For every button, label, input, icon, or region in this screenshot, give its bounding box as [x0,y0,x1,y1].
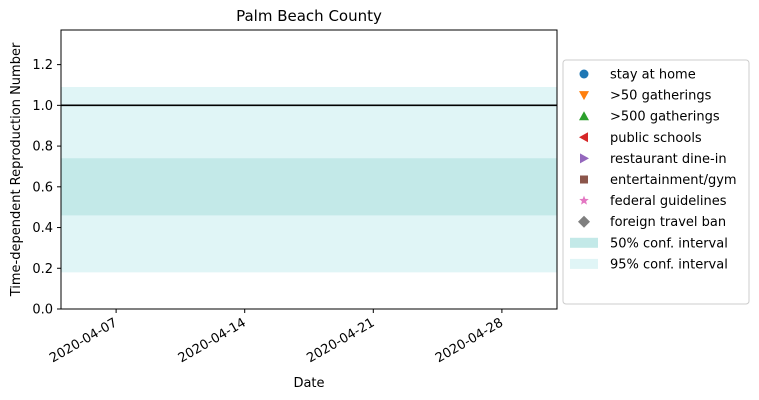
chart-title: Palm Beach County [236,7,382,25]
y-tick-label: 1.2 [32,58,53,73]
legend-marker-public-schools-icon [579,132,588,143]
legend-label: foreign travel ban [610,215,726,230]
y-axis: 0.0 0.2 0.4 0.6 0.8 1.0 1.2 [32,58,61,318]
y-tick-label: 0.0 [32,303,53,318]
plot-frame [60,29,558,310]
legend-label: stay at home [610,68,696,83]
legend-marker-50-conf-interval [570,237,598,248]
legend-marker-95-conf-interval [570,258,598,269]
y-tick-label: 0.8 [32,140,53,155]
legend-marker-entertainment-gym-icon [580,175,588,184]
y-axis-label: Time-dependent Reproduction Number [9,42,24,297]
legend-label: federal guidelines [610,194,727,209]
legend-label: >50 gatherings [610,89,712,104]
legend-marker-500-gatherings-icon [579,111,589,121]
y-tick-label: 1.0 [32,99,53,114]
x-tick-label: 2020-04-14 [176,315,249,366]
x-axis-label: Date [293,376,324,391]
confidence-band-50 [61,158,557,216]
x-tick-label: 2020-04-21 [304,315,377,366]
y-tick-label: 0.4 [32,221,53,236]
legend-label: 50% conf. interval [610,236,728,251]
legend-marker-restaurant-dine-in-icon [580,153,589,164]
legend-label: public schools [610,131,702,146]
legend-label: 95% conf. interval [610,257,728,272]
y-tick-label: 0.6 [32,180,53,195]
legend-label: restaurant dine-in [610,152,727,167]
legend-box [562,59,750,305]
y-tick-label: 0.2 [32,262,53,277]
legend-label: >500 gatherings [610,110,720,125]
legend-marker-foreign-travel-ban-icon [578,215,590,228]
legend-label: entertainment/gym [610,173,737,188]
x-tick-label: 2020-04-28 [433,315,506,366]
legend-marker-stay-at-home-icon [579,69,589,79]
legend-marker-50-gatherings-icon [579,91,589,101]
confidence-bands [61,87,557,273]
legend: stay at home >50 gatherings >500 gathering… [562,59,750,305]
legend-marker-federal-guidelines-icon [579,195,589,205]
x-tick-label: 2020-04-07 [47,315,120,366]
x-axis: 2020-04-07 2020-04-14 2020-04-21 2020-04-28 [47,309,506,366]
